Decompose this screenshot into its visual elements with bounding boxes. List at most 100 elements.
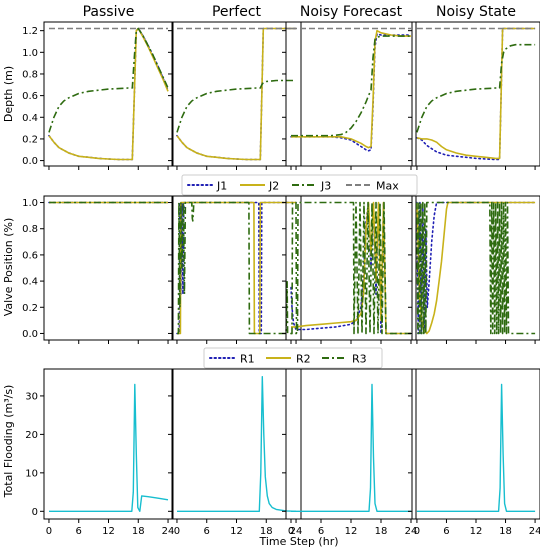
series-line-valve-noisy-forecast-r3 <box>291 201 411 335</box>
series-group-flood-passive <box>49 383 169 512</box>
series-line-depth-noisy-forecast-j1 <box>290 33 412 152</box>
series-line-valve-perfect-r2 <box>177 201 296 335</box>
legend-r2-label: R2 <box>296 353 311 366</box>
x-tick-label: 24 <box>405 526 418 537</box>
ylabel-total-flooding: Total Flooding (m³/s) <box>2 385 15 499</box>
legend-depth: J1 J2 J3 Max <box>181 174 418 196</box>
series-group-flood-perfect <box>177 376 297 512</box>
panel-valve-noisy-forecast <box>282 195 417 344</box>
x-tick-label: 6 <box>318 526 324 537</box>
x-tick-label: 24 <box>290 526 303 537</box>
y-tick-label: 0.6 <box>22 250 38 261</box>
legend-j2-label: J2 <box>268 180 279 193</box>
panel-grid: 0.00.20.40.60.81.01.20.00.20.40.60.81.00… <box>22 21 540 537</box>
series-line-flood-perfect-flooding <box>177 376 297 512</box>
legend-valve: R1 R2 R3 <box>203 347 383 369</box>
series-line-valve-noisy-state-r3 <box>416 201 536 335</box>
x-tick-label: 12 <box>230 526 243 537</box>
panel-valve-passive: 0.0 0.2 0.4 0.6 0.8 1.0 <box>22 195 174 344</box>
panel-depth-perfect <box>168 21 302 170</box>
legend-r3-label: R3 <box>352 353 367 366</box>
series-group-flood-noisy-forecast <box>291 383 411 512</box>
series-group-depth-perfect <box>176 27 297 161</box>
panel-depth-passive: 0.0 0.2 0.4 0.6 0.8 1.0 1.2 <box>22 21 174 170</box>
x-tick-label: 24 <box>529 526 540 537</box>
figure-xlabel: Time Step (hr) <box>258 535 338 548</box>
column-title-passive: Passive <box>83 4 135 20</box>
series-line-flood-passive-flooding <box>49 383 169 512</box>
series-group-depth-noisy-forecast <box>290 27 412 152</box>
y-tick-label: 1.0 <box>22 48 38 59</box>
series-line-depth-perfect-j3 <box>176 79 296 133</box>
panel-frame-valve-noisy-forecast <box>285 195 417 341</box>
column-title-noisy-state: Noisy State <box>436 4 516 20</box>
panel-flood-passive: 0 6 12 18 24 0 10 20 30 <box>25 368 175 537</box>
series-line-depth-noisy-state-j1 <box>416 27 536 161</box>
series-group-valve-noisy-forecast <box>290 201 412 335</box>
panel-frame-depth-noisy-state <box>411 21 540 167</box>
series-line-depth-passive-j1 <box>48 27 169 161</box>
series-group-valve-noisy-state <box>416 201 536 335</box>
panel-frame-valve-perfect <box>171 195 302 341</box>
series-group-valve-perfect <box>176 201 297 335</box>
y-tick-label: 10 <box>25 468 38 479</box>
series-line-depth-noisy-state-j2 <box>416 27 536 160</box>
panel-frame-flood-passive <box>43 368 174 520</box>
x-tick-label: 6 <box>204 526 210 537</box>
series-line-valve-noisy-forecast-r1 <box>290 201 412 335</box>
series-line-valve-noisy-state-r1 <box>416 201 536 335</box>
panel-flood-noisy-forecast: 0 6 12 18 24 <box>282 368 418 537</box>
series-line-depth-noisy-state-j3 <box>416 43 536 133</box>
ylabel-depth: Depth (m) <box>2 66 15 122</box>
x-tick-label: 6 <box>76 526 82 537</box>
series-group-depth-passive <box>48 27 169 161</box>
x-tick-label: 24 <box>162 526 175 537</box>
column-title-noisy-forecast: Noisy Forecast <box>300 4 403 20</box>
panel-depth-noisy-forecast <box>282 21 417 170</box>
y-tick-label: 0 <box>32 507 38 518</box>
panel-frame-depth-noisy-forecast <box>285 21 417 167</box>
y-tick-label: 0.4 <box>22 277 38 288</box>
x-tick-label: 0 <box>288 526 294 537</box>
panel-flood-noisy-state: 0 6 12 18 24 <box>408 368 540 537</box>
x-tick-label: 0 <box>174 526 180 537</box>
x-tick-label: 18 <box>260 526 273 537</box>
panel-frame-flood-noisy-state <box>411 368 540 520</box>
legend-r1-label: R1 <box>240 353 255 366</box>
x-tick-label: 18 <box>499 526 512 537</box>
series-line-depth-perfect-j2 <box>176 27 296 161</box>
panel-flood-perfect: 0 6 12 18 24 <box>168 368 303 537</box>
y-tick-label: 0.2 <box>22 134 38 145</box>
x-tick-label: 12 <box>470 526 483 537</box>
x-tick-label: 12 <box>102 526 115 537</box>
series-line-depth-passive-j3 <box>48 27 169 133</box>
series-line-valve-perfect-r1 <box>176 201 297 335</box>
series-line-depth-noisy-forecast-j2 <box>291 29 411 149</box>
panel-valve-noisy-state <box>408 195 540 344</box>
y-tick-label: 0.8 <box>22 69 38 80</box>
y-tick-label: 0.8 <box>22 224 38 235</box>
legend-max-label: Max <box>376 180 399 193</box>
panel-frame-flood-perfect <box>171 368 302 520</box>
x-tick-label: 0 <box>46 526 52 537</box>
series-group-depth-noisy-state <box>416 27 536 161</box>
y-tick-label: 30 <box>25 391 38 402</box>
series-line-valve-noisy-forecast-r2 <box>291 201 411 335</box>
panel-depth-noisy-state <box>408 21 540 170</box>
y-tick-label: 0.2 <box>22 303 38 314</box>
series-line-valve-perfect-r3 <box>177 201 296 335</box>
y-tick-label: 0.4 <box>22 113 38 124</box>
panel-valve-perfect <box>168 195 302 344</box>
ylabel-valve-position: Valve Position (%) <box>2 218 15 317</box>
series-line-depth-noisy-forecast-j3 <box>291 35 411 137</box>
legend-depth-frame <box>181 174 418 196</box>
column-title-perfect: Perfect <box>212 4 262 20</box>
y-tick-label: 0.0 <box>22 329 38 340</box>
panel-frame-depth-passive <box>43 21 174 167</box>
y-tick-label: 1.0 <box>22 198 38 209</box>
y-tick-label: 0.6 <box>22 91 38 102</box>
legend-valve-frame <box>203 347 383 369</box>
series-line-depth-perfect-j1 <box>176 27 297 161</box>
panel-frame-valve-passive <box>43 195 174 341</box>
